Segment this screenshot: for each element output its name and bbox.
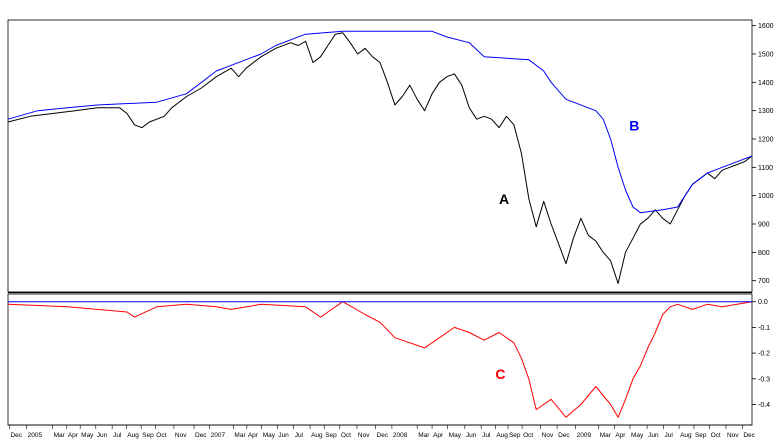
x-tick-label: Sep <box>325 432 337 439</box>
x-tick-label: Oct <box>523 432 533 439</box>
x-tick-label: Jul <box>482 432 491 439</box>
x-tick-label: Nov <box>542 432 554 439</box>
x-tick-label: May <box>449 432 462 439</box>
x-tick-label: Apr <box>433 432 444 439</box>
drawdown-series-c <box>7 301 753 418</box>
price-series-b <box>7 30 753 214</box>
drawdown-ytick-label: -0.2 <box>758 351 770 358</box>
x-tick-label: Oct <box>156 432 166 439</box>
x-tick-label: Apr <box>248 432 259 439</box>
x-tick-label: Dec <box>195 432 207 439</box>
x-tick-label: Dec <box>377 432 389 439</box>
price-ytick-label: 1300 <box>758 108 774 115</box>
x-tick-label: Apr <box>68 432 79 439</box>
price-series-a <box>7 32 753 284</box>
x-tick-label: Oct <box>711 432 721 439</box>
x-tick-label: Sep <box>695 432 707 439</box>
x-tick-label: 2008 <box>393 432 408 439</box>
drawdown-ytick-label: -0.4 <box>758 402 770 409</box>
drawdown-panel: 0.0 -0.1 -0.2 -0.3 -0.4 C <box>7 293 770 426</box>
x-tick-label: Nov <box>358 432 370 439</box>
x-tick-label: Nov <box>727 432 739 439</box>
x-tick-label: Mar <box>418 432 430 439</box>
x-tick-label: Sep <box>509 432 521 439</box>
price-panel: 700 800 900 1000 1100 1200 1300 1400 1500 1600 A B <box>7 19 774 294</box>
price-ytick-label: 1600 <box>758 23 774 30</box>
x-tick-label: Aug <box>127 432 139 439</box>
price-ytick-label: 1400 <box>758 80 774 87</box>
x-tick-label: Aug <box>680 432 692 439</box>
annotation-b: B <box>629 118 639 134</box>
x-tick-label: May <box>81 432 94 439</box>
x-tick-label: 2007 <box>211 432 226 439</box>
x-tick-label: 2005 <box>28 432 43 439</box>
annotation-c: C <box>495 366 505 382</box>
x-tick-label: Jun <box>278 432 289 439</box>
x-tick-label: Jul <box>113 432 122 439</box>
drawdown-ytick-label: 0.0 <box>758 299 768 306</box>
price-ytick-label: 1500 <box>758 52 774 59</box>
x-tick-label: Aug <box>311 432 323 439</box>
x-tick-label: Dec <box>743 432 755 439</box>
price-ytick-label: 800 <box>758 250 770 257</box>
x-tick-label: Jun <box>648 432 659 439</box>
x-tick-label: Mar <box>600 432 612 439</box>
price-ytick-label: 700 <box>758 278 770 285</box>
x-tick-label: Dec <box>558 432 570 439</box>
x-tick-label: Jul <box>664 432 673 439</box>
x-tick-label: Oct <box>341 432 351 439</box>
x-tick-label: Mar <box>234 432 246 439</box>
x-tick-label: Nov <box>175 432 187 439</box>
drawdown-ytick-label: -0.1 <box>758 325 770 332</box>
x-tick-label: Apr <box>615 432 626 439</box>
annotation-a: A <box>499 191 509 207</box>
x-tick-label: Mar <box>54 432 66 439</box>
x-axis: Dec 2005 Mar Apr May Jun Jul Aug Sep Oct Nov Dec 200… <box>8 424 756 439</box>
x-tick-label: 2009 <box>577 432 592 439</box>
x-tick-label: Sep <box>142 432 154 439</box>
x-tick-label: Dec <box>10 432 22 439</box>
price-ytick-label: 1000 <box>758 193 774 200</box>
x-tick-label: Jul <box>295 432 304 439</box>
x-tick-label: Jun <box>97 432 108 439</box>
x-tick-label: Jun <box>466 432 477 439</box>
price-ytick-label: 1200 <box>758 137 774 144</box>
price-ytick-label: 1100 <box>758 165 773 172</box>
x-tick-label: May <box>631 432 644 439</box>
drawdown-ytick-label: -0.3 <box>758 376 770 383</box>
price-ytick-label: 900 <box>758 222 770 229</box>
x-tick-label: May <box>263 432 276 439</box>
x-tick-label: Aug <box>496 432 508 439</box>
